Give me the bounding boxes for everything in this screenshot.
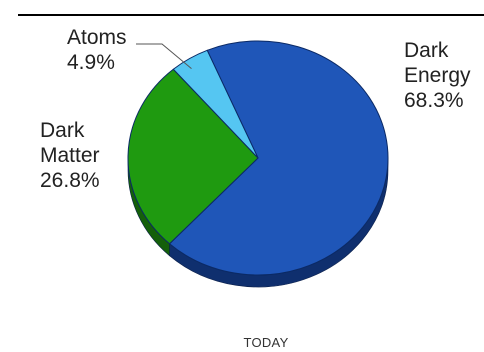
atoms-name: Atoms xyxy=(67,26,127,49)
pie-slice-dark-energy xyxy=(169,40,389,276)
dark-energy-name-2: Energy xyxy=(404,64,471,87)
dark-matter-label: Dark Matter 26.8% xyxy=(40,118,100,193)
dark-energy-value: 68.3% xyxy=(404,89,464,112)
dark-matter-name-2: Matter xyxy=(40,144,100,167)
atoms-leader-line xyxy=(136,43,192,69)
dark-energy-name-1: Dark xyxy=(404,39,449,62)
atoms-value: 4.9% xyxy=(67,51,115,74)
pie-slice-dark-matter xyxy=(127,68,259,245)
dark-matter-name-1: Dark xyxy=(40,119,85,142)
top-divider xyxy=(18,14,484,16)
pie-slice-atoms xyxy=(172,49,259,159)
dark-matter-value: 26.8% xyxy=(40,169,100,192)
atoms-label: Atoms 4.9% xyxy=(67,25,127,75)
dark-energy-label: Dark Energy 68.3% xyxy=(404,38,471,113)
chart-caption: TODAY xyxy=(243,335,289,350)
